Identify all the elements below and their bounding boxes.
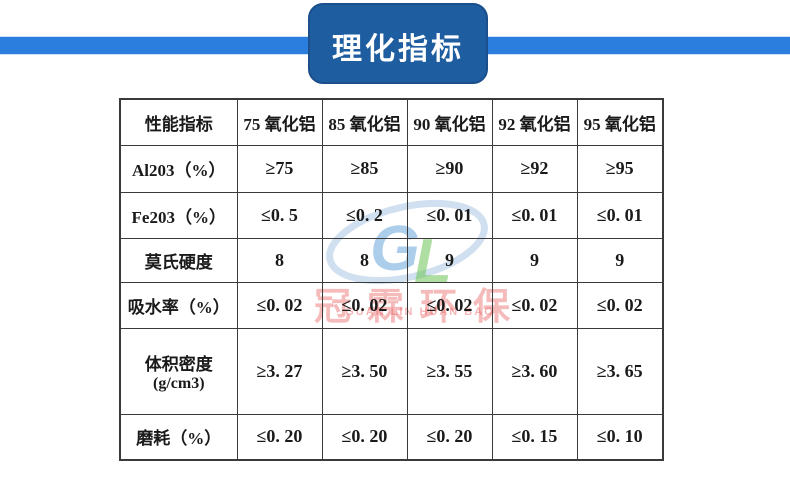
table-header-row: 性能指标 75 氧化铝 85 氧化铝 90 氧化铝 92 氧化铝 95 氧化铝 [119, 98, 664, 146]
value-cell: ≤0. 01 [576, 191, 664, 239]
value-cell: 8 [321, 237, 408, 283]
header-cell-index: 性能指标 [119, 98, 238, 146]
value-cell: 9 [576, 237, 664, 283]
value-cell: ≤0. 20 [406, 413, 493, 461]
value-cell: ≤0. 01 [406, 191, 493, 239]
table-row-absorption: 吸水率（%） ≤0. 02 ≤0. 02 ≤0. 02 ≤0. 02 ≤0. 0… [119, 281, 664, 329]
row-label: 磨耗（%） [119, 413, 238, 461]
header-cell-90: 90 氧化铝 [406, 98, 493, 146]
value-cell: 9 [491, 237, 578, 283]
value-cell: ≤0. 20 [321, 413, 408, 461]
value-cell: ≤0. 10 [576, 413, 664, 461]
table-row-al2o3: Al203（%） ≥75 ≥85 ≥90 ≥92 ≥95 [119, 144, 664, 193]
value-cell: ≥3. 55 [406, 327, 493, 415]
value-cell: ≥3. 27 [236, 327, 323, 415]
value-cell: ≤0. 5 [236, 191, 323, 239]
table-row-fe2o3: Fe203（%） ≤0. 5 ≤0. 2 ≤0. 01 ≤0. 01 ≤0. 0… [119, 191, 664, 239]
value-cell: ≥95 [576, 144, 664, 193]
value-cell: ≤0. 2 [321, 191, 408, 239]
row-label-line1: 体积密度 [144, 354, 213, 374]
row-label: 莫氏硬度 [119, 237, 238, 283]
value-cell: ≥90 [406, 144, 493, 193]
value-cell: ≥92 [491, 144, 578, 193]
row-label: Fe203（%） [119, 191, 238, 239]
header-cell-95: 95 氧化铝 [576, 98, 664, 146]
banner-badge: 理化指标 [308, 3, 488, 84]
table-row-abrasion: 磨耗（%） ≤0. 20 ≤0. 20 ≤0. 20 ≤0. 15 ≤0. 10 [119, 413, 664, 461]
value-cell: 9 [406, 237, 493, 283]
row-label: 体积密度 (g/cm3) [119, 327, 238, 415]
value-cell: ≥3. 60 [491, 327, 578, 415]
value-cell: 8 [236, 237, 323, 283]
value-cell: ≥85 [321, 144, 408, 193]
value-cell: ≥75 [236, 144, 323, 193]
value-cell: ≤0. 02 [236, 281, 323, 329]
value-cell: ≥3. 65 [576, 327, 664, 415]
page-title: 理化指标 [332, 32, 464, 66]
value-cell: ≤0. 02 [406, 281, 493, 329]
row-label-line2: (g/cm3) [152, 374, 205, 392]
table-row-density: 体积密度 (g/cm3) ≥3. 27 ≥3. 50 ≥3. 55 ≥3. 60… [119, 327, 664, 415]
value-cell: ≥3. 50 [321, 327, 408, 415]
value-cell: ≤0. 20 [236, 413, 323, 461]
header-cell-92: 92 氧化铝 [491, 98, 578, 146]
table-row-mohs: 莫氏硬度 8 8 9 9 9 [119, 237, 664, 283]
value-cell: ≤0. 02 [321, 281, 408, 329]
header-cell-85: 85 氧化铝 [321, 98, 408, 146]
value-cell: ≤0. 02 [576, 281, 664, 329]
physical-chemical-spec-table: 性能指标 75 氧化铝 85 氧化铝 90 氧化铝 92 氧化铝 95 氧化铝 … [119, 98, 664, 461]
value-cell: ≤0. 01 [491, 191, 578, 239]
value-cell: ≤0. 15 [491, 413, 578, 461]
row-label: 吸水率（%） [119, 281, 238, 329]
row-label: Al203（%） [119, 144, 238, 193]
value-cell: ≤0. 02 [491, 281, 578, 329]
header-cell-75: 75 氧化铝 [236, 98, 323, 146]
